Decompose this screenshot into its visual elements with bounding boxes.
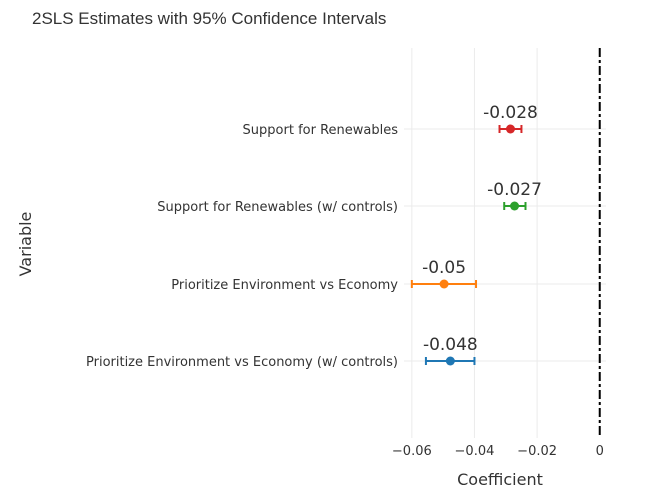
y-axis-title: Variable [16,212,35,277]
category-label: Support for Renewables (w/ controls) [157,200,398,215]
x-tick-label: 0 [596,444,604,459]
estimate-value-label: -0.05 [422,258,466,278]
x-tick-label: −0.02 [517,444,557,459]
chart-title: 2SLS Estimates with 95% Confidence Inter… [32,9,386,28]
estimate-value-label: -0.028 [483,103,538,123]
x-tick-label: −0.04 [455,444,495,459]
estimate-point [445,356,455,366]
estimate-value-label: -0.027 [487,180,542,200]
category-label: Prioritize Environment vs Economy (w/ co… [86,355,398,370]
axis-labels: −0.06 −0.04 −0.02 0 Support for Renewables Su… [86,123,604,459]
category-label: Support for Renewables [243,123,399,138]
estimate-value-label: -0.048 [423,335,478,355]
x-tick-label: −0.06 [392,444,432,459]
estimate-point [439,279,449,289]
data-marks: -0.028 -0.027 -0.05 -0.048 [410,103,542,366]
estimate-point [510,201,520,211]
category-label: Prioritize Environment vs Economy [171,278,398,293]
x-axis-title: Coefficient [457,470,543,489]
estimate-point [505,124,515,134]
